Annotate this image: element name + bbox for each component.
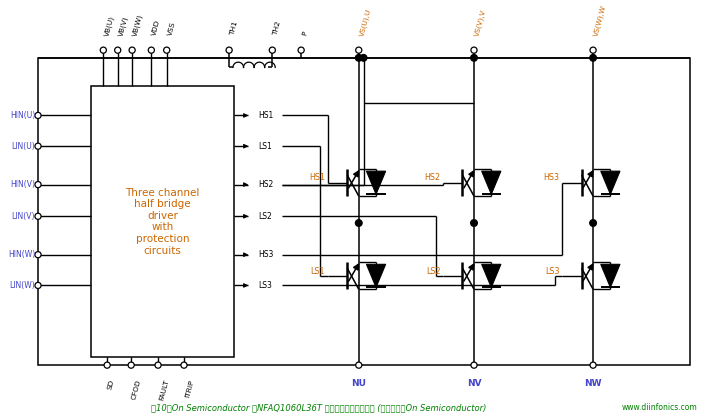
Circle shape: [356, 220, 362, 226]
Circle shape: [129, 47, 135, 53]
Polygon shape: [601, 171, 620, 194]
Circle shape: [164, 47, 170, 53]
Text: VS(U),U: VS(U),U: [359, 8, 373, 37]
Text: VS(W),W: VS(W),W: [593, 4, 608, 37]
Text: 图10：On Semiconductor 的NFAQ1060L36T 功率集成模块功能框图 (图片来源：On Semiconductor): 图10：On Semiconductor 的NFAQ1060L36T 功率集成模…: [151, 403, 486, 412]
Circle shape: [590, 47, 596, 53]
Circle shape: [35, 181, 41, 188]
Text: VSS: VSS: [166, 21, 176, 37]
Circle shape: [149, 47, 154, 53]
Text: Three channel
half bridge
driver
with
protection
circuits: Three channel half bridge driver with pr…: [125, 188, 200, 256]
Text: SD: SD: [107, 379, 116, 390]
Circle shape: [471, 362, 477, 368]
Circle shape: [35, 113, 41, 118]
Text: HS1: HS1: [309, 173, 325, 182]
Circle shape: [35, 143, 41, 149]
Circle shape: [589, 55, 597, 61]
Text: LIN(V): LIN(V): [11, 212, 35, 221]
Text: P: P: [301, 31, 308, 37]
Circle shape: [590, 362, 596, 368]
Polygon shape: [366, 264, 385, 287]
Text: NW: NW: [584, 379, 602, 387]
Text: HIN(U): HIN(U): [10, 111, 35, 120]
Text: HS2: HS2: [424, 173, 440, 182]
Circle shape: [471, 220, 477, 226]
Circle shape: [298, 47, 304, 53]
Text: HIN(W): HIN(W): [8, 250, 35, 259]
Text: TH1: TH1: [229, 21, 239, 37]
Text: VB(V): VB(V): [118, 15, 129, 37]
Circle shape: [471, 55, 477, 61]
Text: NU: NU: [351, 379, 366, 387]
Polygon shape: [481, 264, 501, 287]
Text: LS2: LS2: [258, 212, 272, 221]
Text: LS3: LS3: [258, 281, 272, 290]
Circle shape: [356, 362, 362, 368]
Circle shape: [35, 251, 41, 258]
Text: HS3: HS3: [543, 173, 560, 182]
Text: HIN(V): HIN(V): [10, 180, 35, 189]
Circle shape: [35, 213, 41, 219]
Bar: [91, 85, 234, 357]
Text: HS3: HS3: [258, 250, 273, 259]
Text: FAULT: FAULT: [158, 379, 169, 401]
Circle shape: [269, 47, 275, 53]
Text: www.diinfonics.com: www.diinfonics.com: [621, 403, 697, 412]
Text: LS1: LS1: [258, 142, 272, 151]
Circle shape: [35, 282, 41, 289]
Text: VB(U): VB(U): [103, 15, 115, 37]
Text: NV: NV: [466, 379, 481, 387]
Text: VB(W): VB(W): [132, 13, 144, 37]
Circle shape: [226, 47, 232, 53]
Polygon shape: [601, 264, 620, 287]
Circle shape: [114, 47, 121, 53]
Circle shape: [356, 55, 362, 61]
Text: HS2: HS2: [258, 180, 273, 189]
Text: LS2: LS2: [426, 266, 440, 276]
Text: VS(V),V: VS(V),V: [474, 8, 488, 37]
Text: LIN(W): LIN(W): [9, 281, 35, 290]
Circle shape: [104, 362, 110, 368]
Circle shape: [471, 47, 477, 53]
Bar: [38, 58, 690, 365]
Circle shape: [181, 362, 187, 368]
Text: ITRIP: ITRIP: [184, 379, 195, 398]
Text: LIN(U): LIN(U): [11, 142, 35, 151]
Text: HS1: HS1: [258, 111, 273, 120]
Circle shape: [589, 220, 597, 226]
Text: CFOD: CFOD: [131, 379, 142, 400]
Circle shape: [356, 47, 362, 53]
Text: LS1: LS1: [311, 266, 325, 276]
Text: LS3: LS3: [545, 266, 560, 276]
Circle shape: [155, 362, 161, 368]
Circle shape: [360, 55, 367, 61]
Circle shape: [128, 362, 134, 368]
Polygon shape: [366, 171, 385, 194]
Text: TH2: TH2: [272, 21, 282, 37]
Circle shape: [100, 47, 107, 53]
Text: VDD: VDD: [151, 20, 161, 37]
Polygon shape: [481, 171, 501, 194]
